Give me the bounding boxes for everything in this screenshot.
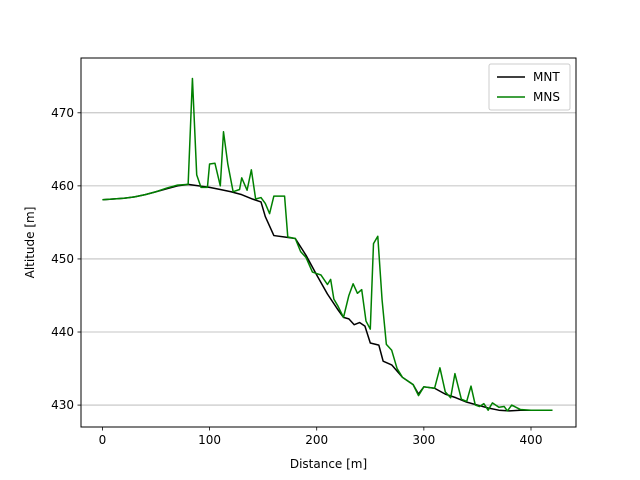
y-tick-label: 460 xyxy=(51,179,74,193)
legend-box xyxy=(488,63,571,111)
y-tick-label: 440 xyxy=(51,325,74,339)
legend: MNT MNS xyxy=(488,63,571,111)
x-tick-label: 0 xyxy=(99,433,107,447)
series-line-mns xyxy=(102,77,553,412)
x-tick-label: 200 xyxy=(305,433,328,447)
x-tick-label: 400 xyxy=(520,433,543,447)
gridlines xyxy=(81,112,576,406)
plot-frame xyxy=(80,57,577,428)
x-axis-label: Distance [m] xyxy=(290,457,367,471)
legend-label-mnt: MNT xyxy=(533,70,560,84)
x-tick-label: 100 xyxy=(198,433,221,447)
y-tick-label: 470 xyxy=(51,106,74,120)
legend-label-mns: MNS xyxy=(533,90,560,104)
x-tick-label: 300 xyxy=(412,433,435,447)
series-lines xyxy=(102,77,553,412)
y-axis-label: Altitude [m] xyxy=(23,207,37,279)
y-tick-label: 430 xyxy=(51,398,74,412)
y-tick-label: 450 xyxy=(51,252,74,266)
axis-ticks: 430 440 450 460 470 0 100 200 300 400 xyxy=(51,106,542,447)
